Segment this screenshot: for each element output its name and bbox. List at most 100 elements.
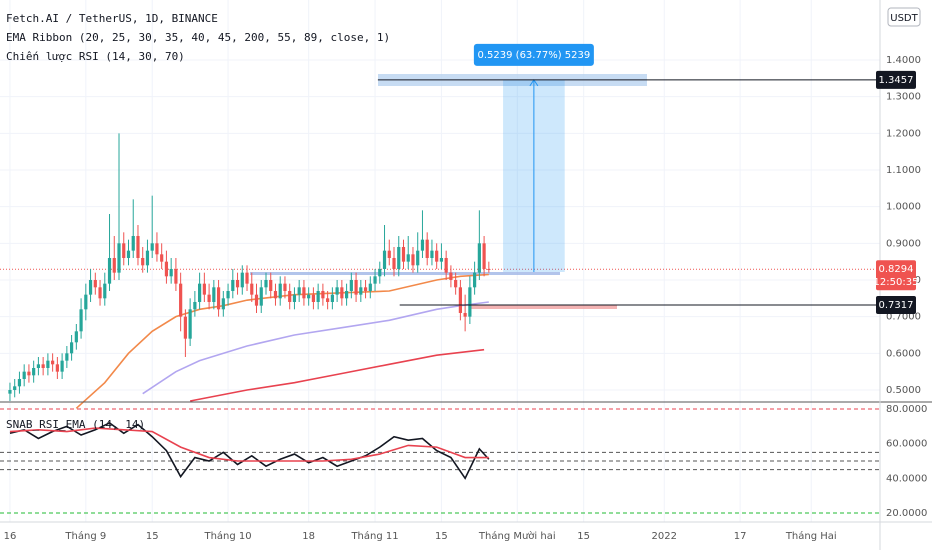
candle-body (226, 290, 230, 299)
candle-body (259, 287, 263, 306)
candle-body (112, 257, 116, 273)
candle-body (216, 287, 221, 310)
y-tick-label: 60.0000 (886, 439, 927, 450)
y-tick-label: 20.0000 (886, 508, 927, 519)
y-tick-label: 0.6000 (886, 348, 921, 359)
indicator-line (9, 427, 489, 462)
candle-body (126, 250, 131, 258)
candle-body (378, 268, 382, 277)
candle-body (179, 283, 183, 317)
price-tag (876, 296, 916, 315)
candle-body (463, 312, 467, 317)
currency-badge[interactable] (887, 7, 921, 27)
candle-body (359, 287, 363, 295)
indicator-line (189, 348, 485, 402)
zone (470, 305, 617, 309)
x-tick-label: Tháng 9 (64, 530, 106, 542)
candle-body (487, 268, 491, 270)
candle-body (193, 301, 197, 310)
candle-body (326, 298, 330, 302)
candle-body (183, 316, 187, 339)
candle-body (449, 272, 453, 280)
candle-body (283, 283, 287, 291)
candle-body (330, 294, 334, 302)
candle-body (235, 279, 240, 288)
x-tick-label: 15 (146, 531, 159, 542)
candle-body (36, 364, 41, 368)
currency-label[interactable]: USDT (890, 13, 918, 24)
x-tick-label: 15 (435, 531, 448, 542)
candle-body (477, 243, 481, 273)
candle-body (254, 294, 259, 306)
candle-body (55, 364, 59, 372)
y-tick-label: 40.0000 (886, 473, 927, 484)
candle-body (454, 279, 458, 288)
candle-body (278, 283, 282, 299)
x-tick-label: 15 (577, 531, 590, 542)
candle-body (302, 287, 306, 299)
y-tick-label: 1.0000 (886, 202, 921, 213)
candle-body (397, 246, 401, 269)
x-tick-label: 18 (302, 531, 315, 542)
candle-body (411, 254, 415, 266)
candle-body (273, 290, 278, 299)
candle-body (69, 342, 74, 354)
candle-body (416, 250, 420, 266)
indicator-label: Chiến lược RSI (14, 30, 70) (6, 50, 185, 63)
candle-body (316, 290, 320, 302)
candle-body (468, 287, 472, 317)
candle-body (245, 272, 249, 284)
candle-body (212, 287, 216, 302)
y-tick-label: 1.2000 (886, 128, 921, 139)
zone (250, 272, 560, 275)
candle-body (65, 353, 69, 361)
candle-body (406, 254, 410, 262)
candle-body (32, 367, 36, 376)
candle-body (292, 294, 297, 302)
y-tick-label: 1.4000 (886, 55, 921, 66)
x-tick-label: Tháng Hai (785, 530, 837, 542)
candle-body (221, 298, 225, 310)
measure-label: 0.5239 (63.77%) 5239 (478, 50, 591, 61)
candle-body (145, 250, 150, 266)
y-tick-label: 1.1000 (886, 165, 921, 176)
candle-body (202, 283, 206, 295)
y-tick-label: 0.9000 (886, 238, 921, 249)
price-tag-label: 0.7317 (879, 300, 914, 311)
x-tick-label: Tháng 11 (350, 530, 398, 542)
x-tick-label: Tháng 10 (203, 530, 251, 542)
symbol-title: Fetch.AI / TetherUS, 1D, BINANCE (6, 12, 218, 25)
candle-body (435, 250, 439, 262)
price-tag (876, 70, 916, 89)
candle-body (174, 268, 178, 284)
x-tick-label: 17 (734, 531, 747, 542)
candle-body (188, 309, 192, 339)
candle-body (269, 279, 273, 291)
candle-body (41, 364, 45, 368)
candle-body (363, 287, 368, 291)
candle-body (240, 272, 244, 288)
indicator-line (142, 301, 489, 395)
candle-body (103, 283, 107, 299)
candle-body (46, 360, 50, 368)
candle-body (335, 287, 339, 295)
candle-body (344, 290, 349, 299)
candle-body (482, 243, 486, 269)
y-tick-label: 0.5000 (886, 385, 921, 396)
candle-body (340, 287, 344, 299)
x-tick-label: 16 (4, 531, 17, 542)
indicator-label: EMA Ribbon (20, 25, 30, 35, 40, 45, 200,… (6, 31, 390, 44)
candle-body (117, 243, 121, 273)
candle-body (368, 283, 372, 291)
y-tick-label: 1.3000 (886, 92, 921, 103)
price-tag (876, 260, 916, 291)
candle-body (207, 294, 211, 302)
candle-body (198, 283, 202, 302)
candle-body (22, 371, 26, 379)
x-tick-label: 2022 (652, 531, 677, 542)
candle-body (136, 235, 140, 258)
y-tick-label: 80.0000 (886, 404, 927, 415)
candle-body (51, 360, 55, 365)
measure-label-bg (473, 43, 594, 66)
price-tag-label: 1.3457 (879, 75, 914, 86)
